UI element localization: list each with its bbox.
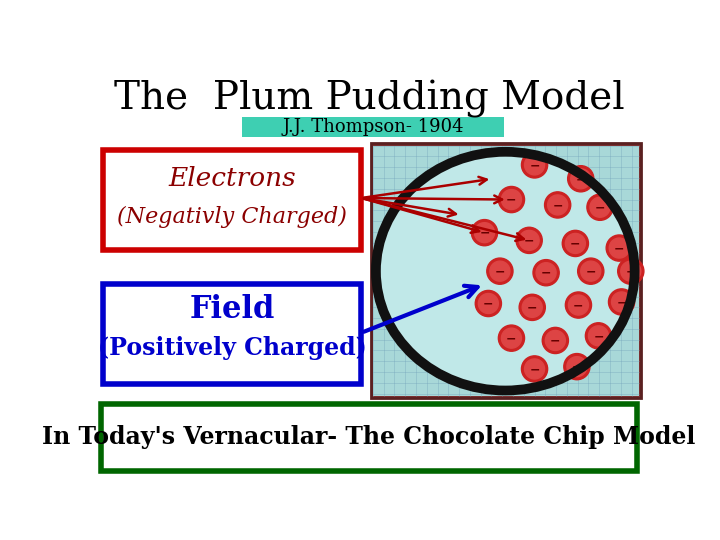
Text: (Positively Charged): (Positively Charged) xyxy=(98,336,366,360)
Circle shape xyxy=(609,238,629,258)
Circle shape xyxy=(501,328,521,348)
Text: −: − xyxy=(506,333,517,346)
Text: −: − xyxy=(585,266,596,279)
Circle shape xyxy=(498,325,525,351)
Text: −: − xyxy=(529,159,540,172)
Circle shape xyxy=(606,235,632,261)
Circle shape xyxy=(581,261,600,281)
Circle shape xyxy=(567,166,594,192)
Circle shape xyxy=(621,261,641,281)
Text: Electrons: Electrons xyxy=(168,166,296,191)
Circle shape xyxy=(565,292,592,318)
Text: −: − xyxy=(552,199,563,212)
Circle shape xyxy=(587,194,613,220)
Circle shape xyxy=(585,323,611,349)
Text: (Negativly Charged): (Negativly Charged) xyxy=(117,206,347,228)
Circle shape xyxy=(611,292,631,312)
Circle shape xyxy=(548,195,567,215)
Text: −: − xyxy=(480,227,490,240)
Text: In Today's Vernacular- The Chocolate Chip Model: In Today's Vernacular- The Chocolate Chi… xyxy=(42,426,696,449)
Circle shape xyxy=(564,354,590,380)
Text: −: − xyxy=(495,266,505,279)
Circle shape xyxy=(545,330,565,350)
Circle shape xyxy=(474,222,495,242)
Text: −: − xyxy=(626,266,636,279)
Circle shape xyxy=(542,327,568,354)
FancyBboxPatch shape xyxy=(373,146,639,396)
Circle shape xyxy=(568,295,588,315)
FancyBboxPatch shape xyxy=(371,143,641,398)
Circle shape xyxy=(521,152,548,178)
FancyBboxPatch shape xyxy=(104,150,361,249)
Text: −: − xyxy=(614,242,624,255)
Circle shape xyxy=(475,291,501,316)
Text: −: − xyxy=(573,299,584,312)
Circle shape xyxy=(567,356,587,377)
Circle shape xyxy=(588,326,608,346)
FancyBboxPatch shape xyxy=(101,403,637,471)
Circle shape xyxy=(562,231,588,256)
Text: −: − xyxy=(572,361,582,374)
Text: −: − xyxy=(593,330,603,343)
Circle shape xyxy=(536,262,556,283)
Text: −: − xyxy=(527,302,538,315)
Text: −: − xyxy=(529,363,540,376)
Circle shape xyxy=(490,261,510,281)
Circle shape xyxy=(608,289,634,315)
Text: −: − xyxy=(541,267,552,280)
Text: −: − xyxy=(483,298,494,311)
FancyBboxPatch shape xyxy=(242,117,504,137)
Text: −: − xyxy=(524,234,534,248)
Circle shape xyxy=(519,294,545,320)
Text: −: − xyxy=(550,335,561,348)
Circle shape xyxy=(521,356,548,382)
Text: −: − xyxy=(595,201,606,214)
Text: Field: Field xyxy=(189,294,275,325)
Circle shape xyxy=(590,197,610,217)
Text: −: − xyxy=(616,296,627,309)
Circle shape xyxy=(577,258,604,284)
Circle shape xyxy=(498,186,525,213)
Circle shape xyxy=(472,220,498,246)
Text: −: − xyxy=(570,238,580,251)
Circle shape xyxy=(487,258,513,284)
Circle shape xyxy=(618,258,644,284)
Circle shape xyxy=(478,294,498,314)
Circle shape xyxy=(544,192,571,218)
Circle shape xyxy=(501,190,521,210)
Text: The  Plum Pudding Model: The Plum Pudding Model xyxy=(114,80,624,118)
Ellipse shape xyxy=(376,152,634,390)
Circle shape xyxy=(565,233,585,253)
Text: −: − xyxy=(575,173,586,186)
Circle shape xyxy=(525,155,544,175)
Circle shape xyxy=(519,231,539,251)
Circle shape xyxy=(533,260,559,286)
Circle shape xyxy=(516,227,542,253)
Text: J.J. Thompson- 1904: J.J. Thompson- 1904 xyxy=(282,118,464,136)
Circle shape xyxy=(525,359,544,379)
Circle shape xyxy=(522,298,542,318)
Circle shape xyxy=(571,168,590,189)
Text: −: − xyxy=(506,194,517,207)
FancyBboxPatch shape xyxy=(104,284,361,384)
